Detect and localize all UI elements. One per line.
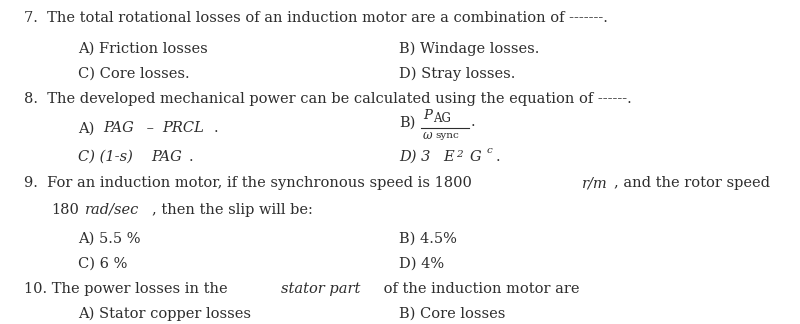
Text: B) Core losses: B) Core losses [399, 307, 506, 321]
Text: AG: AG [433, 112, 450, 125]
Text: A) Stator copper losses: A) Stator copper losses [78, 307, 251, 321]
Text: C) 6 %: C) 6 % [78, 257, 127, 271]
Text: 8.  The developed mechanical power can be calculated using the equation of -----: 8. The developed mechanical power can be… [24, 92, 632, 106]
Text: 10. The power losses in the: 10. The power losses in the [24, 282, 233, 296]
Text: r/m: r/m [582, 176, 608, 190]
Text: E: E [443, 149, 454, 164]
Text: G: G [470, 149, 482, 164]
Text: 180: 180 [51, 202, 79, 216]
Text: rad/sec: rad/sec [86, 202, 140, 216]
Text: PRCL: PRCL [162, 122, 204, 135]
Text: A) Friction losses: A) Friction losses [78, 42, 207, 56]
Text: stator part: stator part [281, 282, 361, 296]
Text: A) 5.5 %: A) 5.5 % [78, 232, 140, 246]
Text: , then the slip will be:: , then the slip will be: [153, 202, 314, 216]
Text: .: . [471, 115, 476, 129]
Text: .: . [214, 122, 218, 135]
Text: D) 4%: D) 4% [399, 257, 444, 271]
Text: c: c [487, 146, 493, 155]
Text: C) Core losses.: C) Core losses. [78, 67, 190, 81]
Text: B) 4.5%: B) 4.5% [399, 232, 457, 246]
Text: A): A) [78, 122, 99, 135]
Text: , and the rotor speed: , and the rotor speed [614, 176, 770, 190]
Text: sync: sync [436, 131, 460, 140]
Text: C) (1-s): C) (1-s) [78, 149, 138, 164]
Text: 7.  The total rotational losses of an induction motor are a combination of -----: 7. The total rotational losses of an ind… [24, 11, 608, 25]
Text: 2: 2 [456, 149, 463, 158]
Text: of the induction motor are: of the induction motor are [379, 282, 579, 296]
Text: PAG: PAG [151, 149, 182, 164]
Text: ω: ω [423, 129, 433, 142]
Text: .: . [495, 149, 500, 164]
Text: D) Stray losses.: D) Stray losses. [399, 67, 515, 81]
Text: .: . [189, 149, 194, 164]
Text: B): B) [399, 115, 415, 129]
Text: B) Windage losses.: B) Windage losses. [399, 42, 539, 56]
Text: D) 3: D) 3 [399, 149, 435, 164]
Text: –: – [142, 122, 158, 135]
Text: PAG: PAG [104, 122, 134, 135]
Text: 9.  For an induction motor, if the synchronous speed is 1800: 9. For an induction motor, if the synchr… [24, 176, 477, 190]
Text: P: P [423, 109, 432, 122]
